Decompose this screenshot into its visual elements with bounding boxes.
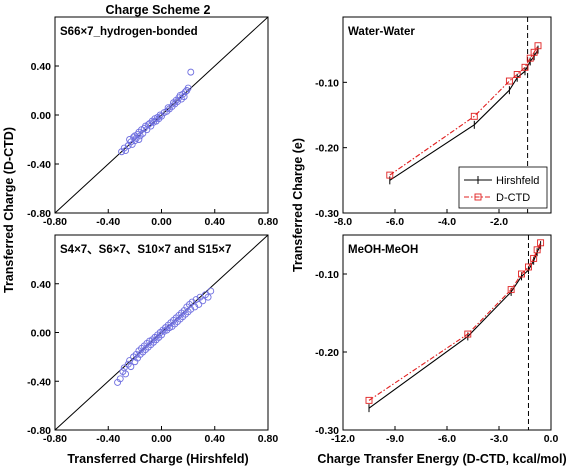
x-tick-label: 0.0 (544, 433, 559, 445)
scatter-point (184, 84, 192, 92)
right-y-axis-label: Transferred Charge (e) (291, 138, 305, 272)
y-tick-label: -0.80 (27, 208, 51, 220)
right-x-axis-label: Charge Transfer Energy (D-CTD, kcal/mol) (317, 452, 566, 466)
series-marker-d-ctd (537, 239, 545, 247)
series-marker-d-ctd (521, 63, 529, 71)
y-tick-label: -0.30 (315, 208, 339, 220)
series-marker-d-ctd (386, 171, 394, 179)
series-marker-d-ctd (470, 112, 478, 120)
x-tick-label: -4.0 (438, 216, 456, 228)
y-tick-label: 0.00 (31, 328, 52, 340)
scatter-point (204, 293, 212, 301)
x-tick-label: -8.0 (334, 216, 352, 228)
x-tick-label: 0.80 (258, 433, 279, 445)
y-tick-label: -0.10 (315, 77, 339, 89)
series-marker-d-ctd (534, 42, 542, 50)
y-tick-label: -0.40 (27, 159, 51, 171)
legend-box (458, 166, 548, 209)
scatter-point (120, 364, 128, 372)
scatter-point (143, 126, 151, 134)
panel-meoh-meoh: -12.0 -9.0 -6.0 -3.0 0.0 -0.30 -0.20 -0.10 MeOH-… (315, 234, 559, 445)
panel-annotation: S4×7、S6×7、S10×7 and S15×7 (60, 244, 231, 256)
y-tick-label: -0.80 (27, 425, 51, 437)
x-tick-label: 0.00 (151, 216, 172, 228)
panel-water-water: -8.0 -6.0 -4.0 -2.0 -0.30 -0.20 -0.10 Water-Wat… (315, 16, 552, 228)
x-tick-label: -3.0 (490, 433, 508, 445)
series-marker-d-ctd (518, 270, 525, 278)
legend-label: D-CTD (496, 192, 530, 204)
series-marker-d-ctd (507, 286, 515, 294)
scatter-point (187, 68, 195, 76)
x-tick-label: -0.80 (43, 216, 67, 228)
y-tick-label: -0.20 (315, 347, 339, 359)
left-x-axis-label: Transferred Charge (Hirshfeld) (67, 452, 248, 466)
scatter-point (127, 363, 135, 371)
x-tick-label: -6.0 (438, 433, 456, 445)
scatter-point (116, 375, 124, 383)
y-tick-label: 0.40 (31, 61, 52, 73)
x-tick-label: -0.40 (96, 216, 120, 228)
y-tick-label: 0.00 (31, 110, 52, 122)
x-tick-label: -2.0 (490, 216, 508, 228)
figure-title: Charge Scheme 2 (106, 3, 211, 17)
x-tick-label: -0.80 (43, 433, 67, 445)
left-y-axis-label: Transferred Charge (D-CTD) (2, 127, 16, 293)
series-line-d-ctd (368, 242, 542, 401)
series-marker-d-ctd (525, 263, 532, 271)
x-tick-label: 0.40 (205, 433, 226, 445)
scatter-point (122, 370, 130, 378)
x-tick-label: -0.40 (96, 433, 120, 445)
legend-marker (474, 193, 482, 201)
x-tick-label: -12.0 (331, 433, 355, 445)
scatter-point (195, 301, 203, 308)
plot-frame (342, 234, 552, 431)
y-tick-label: -0.40 (27, 376, 51, 388)
panel-annotation: Water-Water (348, 26, 415, 38)
series-marker-d-ctd (526, 54, 534, 62)
series-marker-d-ctd (365, 396, 373, 404)
y-tick-label: 0.40 (31, 279, 52, 291)
series-marker-d-ctd (533, 246, 541, 254)
series-marker-d-ctd (513, 71, 521, 78)
y-tick-label: -0.20 (315, 143, 339, 155)
legend-label: Hirshfeld (496, 175, 539, 187)
scatter-point (164, 104, 172, 112)
x-tick-label: 0.40 (205, 216, 226, 228)
series-marker-d-ctd (464, 330, 472, 338)
scatter-point (180, 93, 188, 101)
y-tick-label: -0.30 (315, 425, 339, 437)
panel-scatter-combined: -0.80 -0.40 0.00 0.40 0.80 -0.80 -0.40 0.00 0.40… (27, 234, 279, 445)
y-tick-label: -0.10 (315, 269, 339, 281)
series-marker-d-ctd (530, 254, 538, 262)
series-line-d-ctd (389, 45, 539, 176)
scatter-point (139, 129, 147, 137)
series-line-hirshfeld (389, 49, 539, 181)
scatter-point (199, 297, 207, 305)
x-tick-label: -6.0 (386, 216, 404, 228)
identity-line (54, 16, 269, 214)
panel-annotation: MeOH-MeOH (348, 244, 418, 256)
series-marker-d-ctd (530, 48, 538, 56)
scatter-point (207, 287, 215, 295)
panel-scatter-s66: -0.80 -0.40 0.00 0.40 0.80 -0.80 -0.40 0.00 0.40… (27, 16, 279, 228)
series-marker-d-ctd (505, 77, 513, 85)
scatter-point (135, 136, 143, 143)
panel-annotation: S66×7_hydrogen-bonded (60, 26, 198, 38)
series-line-hirshfeld (368, 244, 542, 409)
x-tick-label: 0.00 (151, 433, 172, 445)
x-tick-label: 0.80 (258, 216, 279, 228)
x-tick-label: -9.0 (386, 433, 404, 445)
